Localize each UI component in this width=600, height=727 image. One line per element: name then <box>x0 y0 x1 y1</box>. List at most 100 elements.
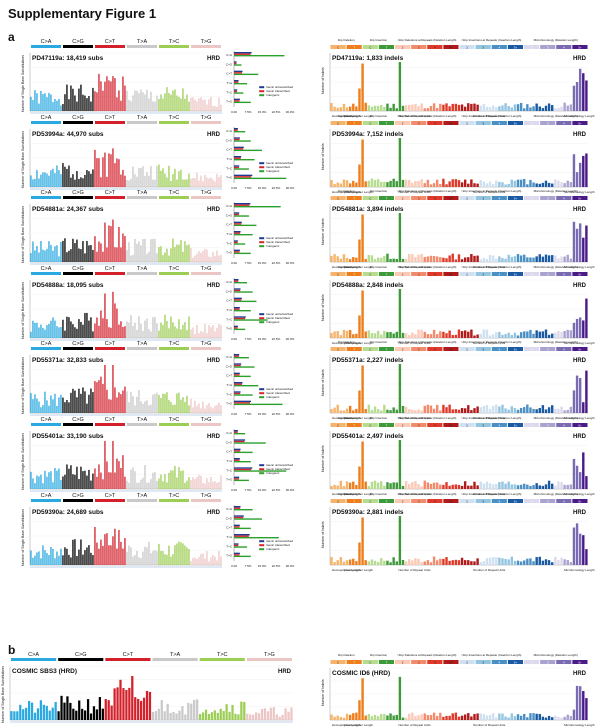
indel-bar <box>345 560 349 565</box>
indel-x-group-label: Homopolymer Length <box>344 341 373 345</box>
indel-bar <box>482 104 486 111</box>
snv-bar <box>162 168 164 187</box>
strand-bar-untranscribed <box>234 165 240 167</box>
snv-bar <box>64 474 66 489</box>
indel-bar <box>582 691 585 720</box>
indel-segment-bar <box>362 660 378 664</box>
snv-bar <box>263 708 267 720</box>
indel-bar <box>479 713 482 720</box>
indel-segment-bar <box>491 45 507 49</box>
strand-bar-transcribed <box>234 364 241 367</box>
snv-bar <box>146 253 148 262</box>
indel-segment-label: 4 <box>498 45 500 49</box>
strand-x-tick: 30.0% <box>286 412 295 416</box>
snv-bar <box>48 323 50 338</box>
indel-bar <box>526 717 529 720</box>
snv-bar <box>114 78 116 111</box>
snv-bar <box>116 687 119 720</box>
indel-segment-bar <box>346 272 362 276</box>
snv-bar <box>202 482 204 489</box>
indel-segment-label: 4 <box>498 660 500 664</box>
strand-legend-swatch <box>259 392 265 395</box>
snv-type-bar-C>G <box>63 499 93 502</box>
indel-bar <box>457 180 461 187</box>
indel-bar <box>563 716 566 720</box>
snv-type-bar-T>A <box>127 196 157 199</box>
snv-bar <box>98 73 100 111</box>
snv-bar <box>222 711 225 720</box>
strand-bar-transcribed <box>234 459 240 461</box>
indel-bar <box>398 213 402 262</box>
indel-bar <box>352 481 355 489</box>
snv-bar <box>166 87 168 111</box>
indel-segment-label: 3 <box>482 660 484 664</box>
snv-bar <box>176 393 178 413</box>
indel-bar <box>575 685 579 720</box>
snv-bar <box>158 394 160 413</box>
indel-segment-bar <box>427 272 443 276</box>
indel-x-group-label: Homopolymer Length <box>332 265 361 269</box>
snv-y-label: Number of Single Base Substitutions <box>21 55 25 112</box>
indel-bar <box>342 103 346 111</box>
indel-bar <box>342 410 346 413</box>
snv-bar <box>44 172 46 187</box>
indel-bar <box>498 406 501 413</box>
indel-segment-bar <box>524 121 540 125</box>
snv-bar <box>78 319 80 338</box>
indel-segment-bar <box>507 45 523 49</box>
indel-bar <box>442 331 445 338</box>
indel-segment-label: 3 <box>482 45 484 49</box>
snv-bar <box>132 166 134 187</box>
indel-bar <box>529 407 532 413</box>
indel-group-header: Microhomology (Deletion Length) <box>534 38 578 42</box>
snv-bar <box>60 327 62 338</box>
snv-bar <box>120 541 122 565</box>
indel-bar <box>495 107 498 111</box>
indel-segment-label: 4 <box>498 196 500 200</box>
snv-type-bar-T>G <box>191 45 221 48</box>
indel-bar <box>358 239 361 262</box>
indel-bar <box>336 560 339 565</box>
snv-bar <box>220 254 222 262</box>
indel-bar <box>383 330 386 338</box>
snv-bar <box>126 179 128 187</box>
strand-bar-intergenic <box>234 282 248 284</box>
indel-bar <box>501 258 504 262</box>
indel-bar <box>554 715 557 720</box>
snv-type-label: C>G <box>72 493 83 499</box>
indel-y-label: Number of Indels <box>321 445 325 472</box>
indel-bar <box>560 106 563 111</box>
snv-bar <box>138 167 140 187</box>
snv-type-label: T>G <box>201 417 212 423</box>
snv-bar <box>60 174 62 187</box>
snv-bar <box>170 316 172 338</box>
snv-type-label: T>G <box>201 266 212 272</box>
snv-bar <box>74 474 76 489</box>
snv-bar <box>204 483 206 489</box>
snv-bar <box>175 713 178 720</box>
strand-row-label: C>A <box>226 507 232 511</box>
snv-bar <box>237 714 240 720</box>
snv-bar <box>198 98 200 111</box>
indel-bar <box>420 486 423 489</box>
strand-row-label: C>A <box>226 129 232 133</box>
indel-bar <box>516 254 520 262</box>
indel-segment-label: T <box>353 660 355 664</box>
snv-bar <box>116 158 118 187</box>
indel-bar <box>401 105 405 111</box>
indel-segment-label: T <box>353 45 355 49</box>
snv-bar <box>82 387 84 413</box>
indel-segment-bar <box>556 347 572 351</box>
indel-bar <box>330 714 333 720</box>
indel-segment-bar <box>459 45 475 49</box>
indel-bar <box>417 409 420 413</box>
snv-bar <box>46 476 48 489</box>
indel-segment-bar <box>491 272 507 276</box>
strand-x-tick: 15.0% <box>258 337 267 341</box>
snv-bar <box>74 327 76 338</box>
strand-legend-label: Intergenic <box>266 169 280 173</box>
strand-bar-intergenic <box>234 451 253 454</box>
snv-bar <box>168 545 170 565</box>
indel-x-group-label: Homopolymer Length <box>344 568 373 572</box>
strand-legend-label: Genic untranscribed <box>266 161 293 165</box>
